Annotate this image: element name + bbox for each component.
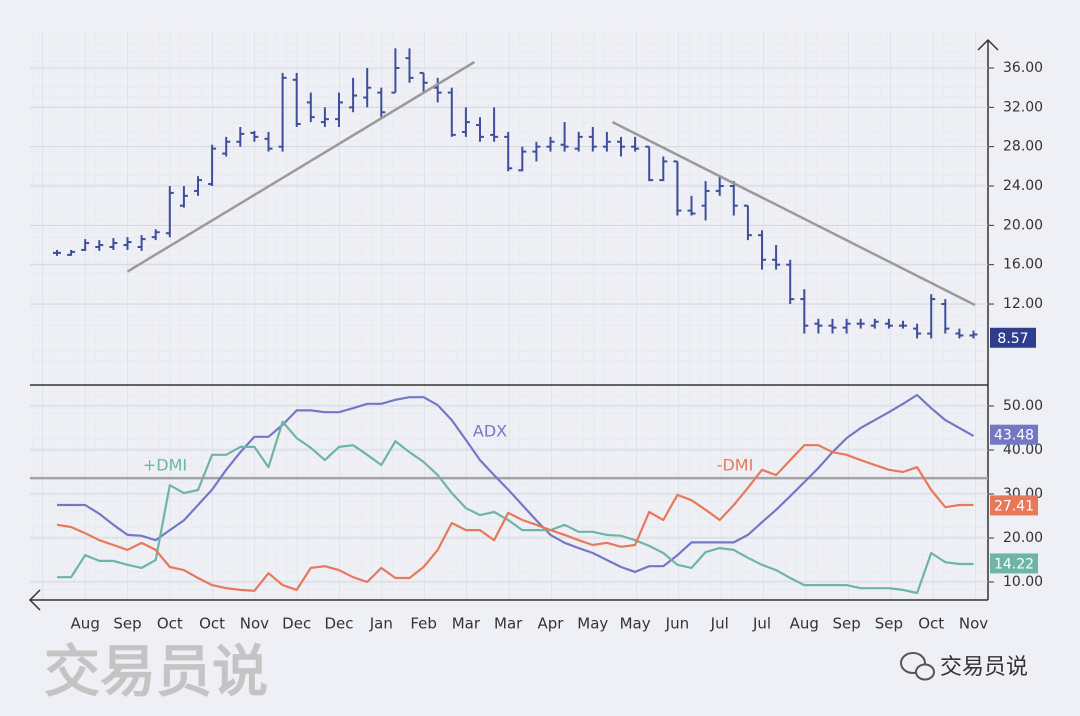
background-grid <box>30 30 988 600</box>
x-tick-label: Dec <box>282 615 311 633</box>
y-tick-label: 12.00 <box>1003 296 1043 312</box>
trendline <box>126 61 476 273</box>
y-tick-label: 24.00 <box>1003 178 1043 194</box>
x-axis-arrow <box>28 589 41 611</box>
x-tick-label: Aug <box>790 615 819 633</box>
y-tick-label: 40.00 <box>1003 442 1043 458</box>
watermark: 交易员说 <box>44 640 268 705</box>
last-value-box <box>990 327 1036 348</box>
x-tick-label: Mar <box>452 615 481 633</box>
indicator-line <box>57 393 975 573</box>
x-tick-label: Jul <box>752 615 771 633</box>
x-tick-label: May <box>577 615 608 633</box>
last-value-box <box>990 553 1038 574</box>
y-tick-label: 16.00 <box>1003 257 1043 273</box>
y-tick-label: 20.00 <box>1003 217 1043 233</box>
x-tick-label: Nov <box>959 615 988 633</box>
y-tick-label: 10.00 <box>1003 574 1043 590</box>
series-label: -DMI <box>717 456 754 475</box>
series-label: +DMI <box>143 456 187 475</box>
x-tick-label: Jun <box>665 615 689 633</box>
x-tick-label: Jan <box>369 615 393 633</box>
x-tick-label: Oct <box>918 615 944 633</box>
last-value-box <box>990 495 1038 516</box>
x-tick-label: Nov <box>240 615 269 633</box>
y-tick-label: 20.00 <box>1003 530 1043 546</box>
last-value-box <box>990 424 1038 445</box>
plot: 12.00 16.00 20.00 24.00 28.00 32.00 36.00 8.57 1… <box>30 48 1043 633</box>
x-tick-label: Oct <box>199 615 225 633</box>
x-tick-label: Jul <box>710 615 729 633</box>
x-tick-label: Sep <box>832 615 860 633</box>
brand-icon <box>900 652 935 681</box>
x-tick-label: Sep <box>113 615 141 633</box>
trendline <box>611 120 976 307</box>
indicator-line <box>56 444 974 592</box>
x-tick-label: May <box>620 615 651 633</box>
y-tick-label: 36.00 <box>1003 60 1043 76</box>
last-value-label: 43.48 <box>994 428 1034 444</box>
indicator-line <box>57 420 974 595</box>
x-tick-label: Dec <box>324 615 353 633</box>
x-tick-label: Apr <box>538 615 565 633</box>
last-value-label: 14.22 <box>994 556 1034 572</box>
x-tick-label: Feb <box>410 615 437 633</box>
y-tick-label: 28.00 <box>1003 139 1043 155</box>
x-tick-label: Mar <box>494 615 523 633</box>
y-tick-label: 32.00 <box>1003 99 1043 115</box>
x-tick-label: Oct <box>157 615 183 633</box>
brand: 交易员说 <box>940 655 1028 680</box>
last-value-label: 8.57 <box>997 331 1028 347</box>
x-tick-label: Aug <box>71 615 100 633</box>
series-label: ADX <box>473 422 507 441</box>
last-value-label: 27.41 <box>994 498 1034 514</box>
y-axis-arrow <box>977 38 999 51</box>
y-tick-label: 50.00 <box>1003 398 1043 414</box>
x-tick-label: Sep <box>875 615 903 633</box>
